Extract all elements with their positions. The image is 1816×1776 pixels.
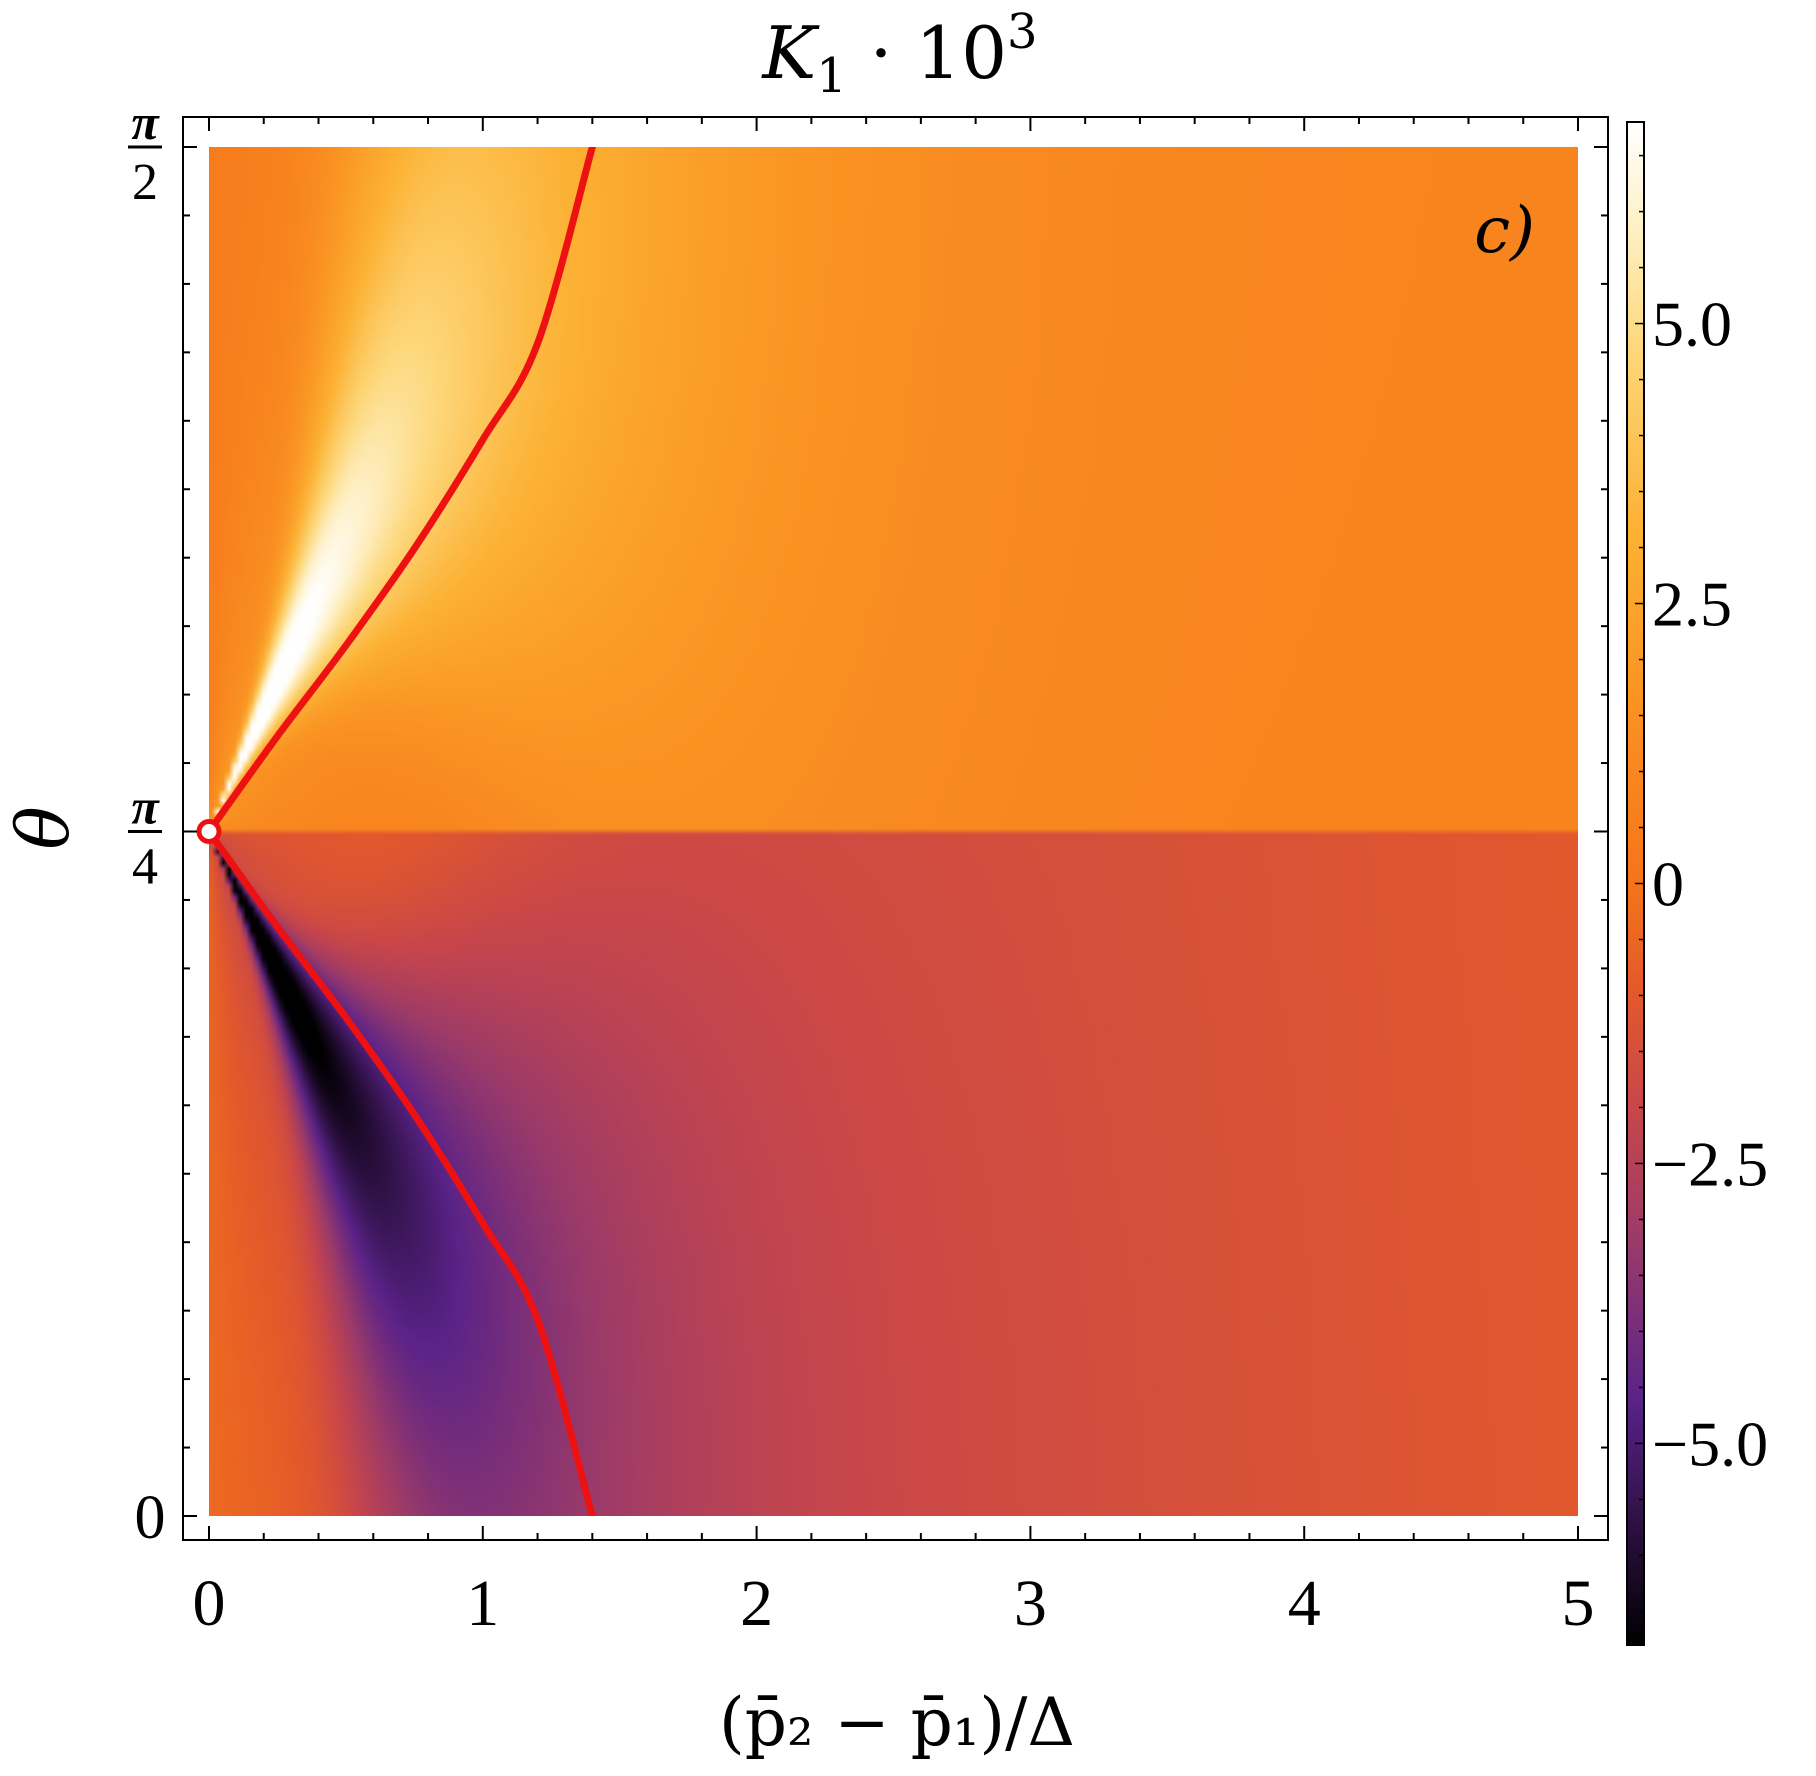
boundary-curves	[209, 147, 596, 1516]
y-tick-label-fraction: π2	[128, 94, 162, 211]
x-tick-label: 0	[193, 1567, 226, 1640]
x-tick-label: 4	[1288, 1567, 1321, 1640]
y-tick-numerator: π	[131, 94, 160, 150]
colorbar-tick-label: 2.5	[1652, 569, 1732, 640]
y-tick-numerator: π	[131, 779, 160, 835]
x-tick-label: 5	[1562, 1567, 1595, 1640]
boundary-curve-2	[209, 828, 596, 1516]
y-axis-label: θ	[1, 806, 85, 849]
y-tick-label: 0	[135, 1484, 166, 1552]
colorbar-tick-label: −2.5	[1652, 1128, 1768, 1199]
colorbar-tick-label: 0	[1652, 849, 1684, 920]
panel-label: c)	[1474, 194, 1535, 268]
heatmap-image	[209, 147, 1578, 1516]
x-axis: 0 1 2 3 4 5	[193, 117, 1595, 1640]
title-rest: · 10	[847, 11, 1007, 95]
y-tick-denominator: 2	[132, 154, 158, 211]
x-tick-label: 1	[466, 1567, 499, 1640]
special-point-marker	[196, 819, 222, 844]
chart-title: K1 · 103	[760, 4, 1037, 104]
title-sub: 1	[816, 48, 847, 104]
heatmap-area	[209, 147, 1578, 1516]
boundary-curve-1	[209, 147, 596, 835]
colorbar-tick-label: 5.0	[1652, 289, 1732, 360]
colorbar-tick-label: −5.0	[1652, 1408, 1768, 1479]
x-tick-label: 3	[1014, 1567, 1047, 1640]
title-sup: 3	[1007, 4, 1038, 60]
title-base: K	[760, 11, 820, 95]
x-axis-label: (p̄₂ − p̄₁)/Δ	[719, 1684, 1075, 1761]
x-tick-label: 2	[740, 1567, 773, 1640]
colorbar-ticks: 5.0 2.5 0 −2.5 −5.0	[1635, 154, 1768, 1613]
y-tick-denominator: 4	[132, 839, 158, 896]
special-point-layer	[196, 819, 222, 844]
y-tick-label-fraction: π4	[128, 779, 162, 896]
